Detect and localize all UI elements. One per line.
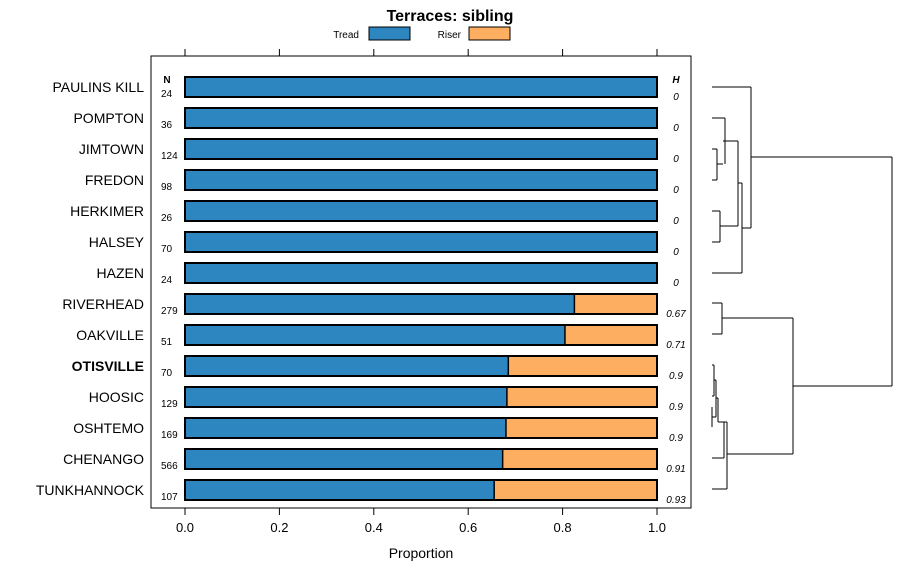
category-label: CHENANGO — [63, 451, 144, 467]
n-value: 70 — [161, 244, 173, 255]
bar-riser — [506, 387, 657, 407]
bar-riser — [505, 418, 657, 438]
bar-outline — [184, 417, 658, 439]
bar-outline — [184, 386, 658, 408]
bar-tread — [185, 139, 657, 159]
h-value: 0 — [673, 154, 679, 165]
legend-label-tread: Tread — [333, 30, 359, 41]
category-labels: PAULINS KILL 24 0 POMPTON 36 0 JIMTOWN 124 0 FRED… — [36, 79, 686, 506]
bar-tread — [185, 108, 657, 128]
h-value: 0 — [673, 185, 679, 196]
h-value: 0 — [673, 278, 679, 289]
h-value: 0 — [673, 123, 679, 134]
h-value: 0.67 — [666, 309, 686, 320]
x-axis-label: Proportion — [389, 545, 454, 561]
bar-tread — [185, 294, 575, 314]
x-tick-label: 0.8 — [554, 520, 572, 535]
bar-tread — [185, 325, 565, 345]
category-label: HERKIMER — [70, 203, 144, 219]
legend-label-riser: Riser — [438, 30, 462, 41]
bar-outline — [184, 448, 658, 470]
bar-tread — [185, 263, 657, 283]
chart-title: Terraces: sibling — [387, 8, 514, 25]
bar-outline — [184, 262, 658, 284]
legend-swatch-riser — [468, 26, 511, 41]
bar-tread — [185, 418, 506, 438]
bar-outline — [184, 200, 658, 222]
category-label: RIVERHEAD — [62, 296, 144, 312]
bar-outline — [184, 293, 658, 315]
n-value: 129 — [161, 399, 178, 410]
x-tick-label: 0.2 — [270, 520, 288, 535]
n-value: 24 — [161, 89, 173, 100]
h-value: 0.9 — [669, 433, 683, 444]
bar-outline — [184, 138, 658, 160]
n-value: 279 — [161, 306, 178, 317]
plot-frame — [150, 55, 692, 509]
bar-tread — [185, 232, 657, 252]
category-label: PAULINS KILL — [52, 79, 144, 95]
bar-outline — [184, 479, 658, 501]
bar-riser — [508, 356, 657, 376]
x-tick-label: 0.6 — [459, 520, 477, 535]
h-value: 0.71 — [666, 340, 685, 351]
bar-riser — [502, 449, 657, 469]
bar-riser — [574, 294, 657, 314]
bar-riser — [494, 480, 657, 500]
bars-group — [184, 76, 658, 501]
h-value: 0 — [673, 92, 679, 103]
category-label: FREDON — [85, 172, 144, 188]
bar-tread — [185, 201, 657, 221]
h-value: 0.93 — [666, 495, 686, 506]
h-value: 0.9 — [669, 402, 683, 413]
bar-outline — [184, 76, 658, 98]
category-label: OAKVILLE — [76, 327, 144, 343]
x-tick-label: 0.0 — [176, 520, 194, 535]
n-value: 107 — [161, 492, 178, 503]
n-value: 70 — [161, 368, 173, 379]
category-label: JIMTOWN — [79, 141, 144, 157]
bar-tread — [185, 449, 503, 469]
n-column-header: N — [163, 75, 170, 86]
bar-riser — [564, 325, 657, 345]
n-value: 566 — [161, 461, 178, 472]
category-label: POMPTON — [73, 110, 144, 126]
x-tick-label: 1.0 — [648, 520, 666, 535]
category-label: HAZEN — [97, 265, 144, 281]
x-axis: 0.0 0.2 0.4 0.6 0.8 1.0 — [176, 49, 666, 535]
h-value: 0 — [673, 216, 679, 227]
x-tick-label: 0.4 — [365, 520, 383, 535]
bar-outline — [184, 231, 658, 253]
n-value: 124 — [161, 151, 178, 162]
category-label: OSHTEMO — [73, 420, 144, 436]
n-value: 36 — [161, 120, 173, 131]
category-label: TUNKHANNOCK — [36, 482, 145, 498]
bar-tread — [185, 480, 495, 500]
n-value: 51 — [161, 337, 173, 348]
bar-outline — [184, 324, 658, 346]
bar-tread — [185, 77, 657, 97]
category-label: HOOSIC — [89, 389, 144, 405]
category-label: HALSEY — [89, 234, 145, 250]
bar-tread — [185, 170, 657, 190]
n-value: 169 — [161, 430, 178, 441]
legend-swatch-tread — [368, 26, 411, 41]
bar-outline — [184, 355, 658, 377]
h-value: 0 — [673, 247, 679, 258]
dendrogram — [711, 86, 893, 490]
bar-tread — [185, 356, 509, 376]
legend: Tread Riser — [333, 26, 511, 41]
h-value: 0.91 — [666, 464, 685, 475]
n-value: 24 — [161, 275, 173, 286]
bar-outline — [184, 107, 658, 129]
n-value: 98 — [161, 182, 173, 193]
bar-outline — [184, 169, 658, 191]
n-value: 26 — [161, 213, 173, 224]
bar-tread — [185, 387, 507, 407]
h-column-header: H — [672, 75, 680, 86]
h-value: 0.9 — [669, 371, 683, 382]
category-label: OTISVILLE — [72, 358, 144, 374]
